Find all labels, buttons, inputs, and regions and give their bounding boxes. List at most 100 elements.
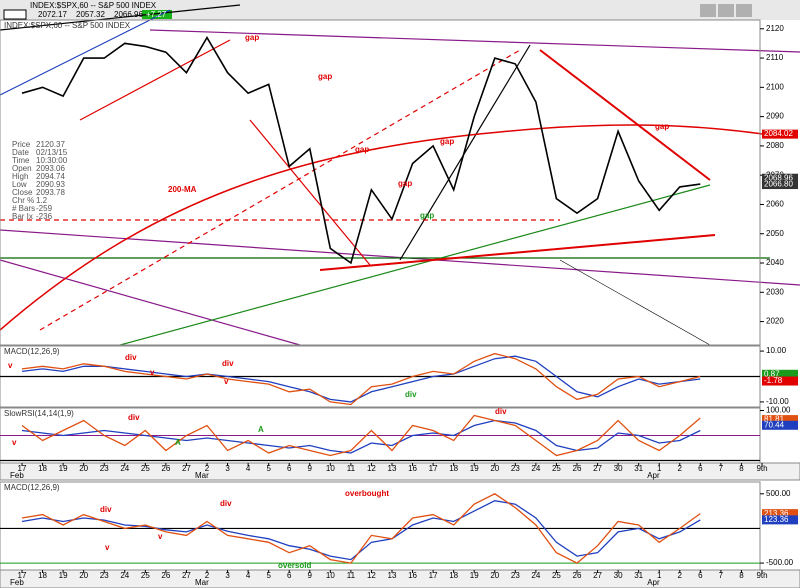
info-label: High (12, 172, 28, 181)
x-tick-label: 18 (38, 571, 47, 580)
x-tick-label: 9 (308, 464, 313, 473)
x-tick-label: 3 (225, 571, 230, 580)
quote-value: 2066.96 (114, 10, 143, 19)
x-tick-label: 6 (698, 571, 703, 580)
info-label: Low (12, 180, 27, 189)
x-tick-label: 11 (347, 464, 356, 473)
moving-average-200 (0, 124, 771, 331)
x-tick-label: 23 (100, 571, 109, 580)
x-tick-label: 18 (449, 571, 458, 580)
button[interactable] (718, 4, 734, 17)
annotation: overbought (345, 489, 389, 498)
x-tick-label: 27 (182, 571, 191, 580)
series-line (21, 36, 701, 265)
x-axis-strip (0, 569, 800, 588)
trend-line (0, 9, 171, 96)
x-tick-label: 18 (449, 464, 458, 473)
annotation: gap (655, 122, 669, 131)
info-label: Bar Ix (12, 212, 33, 221)
button[interactable] (700, 4, 716, 17)
trend-line (149, 29, 800, 53)
month-label: Mar (195, 471, 209, 480)
x-axis-strip (0, 462, 800, 481)
x-tick-label: 5 (266, 571, 271, 580)
price-marker (762, 376, 798, 386)
annotation: 200-MA (168, 185, 197, 194)
x-tick-label: 5 (266, 464, 271, 473)
x-tick-label: 4 (246, 464, 251, 473)
annotation: div (128, 413, 140, 422)
header-bar (0, 0, 800, 20)
series-line (21, 493, 701, 564)
x-tick-label: 2 (205, 571, 210, 580)
price-marker (762, 173, 798, 183)
annotation: v (105, 543, 110, 552)
price-marker (762, 180, 798, 190)
x-tick-label: 19 (470, 571, 479, 580)
trend-lines (0, 4, 800, 346)
y-tick-label: 2030 (766, 287, 784, 296)
info-value: 2090.93 (36, 180, 65, 189)
x-tick-label: 18 (38, 464, 47, 473)
x-tick-label: 16 (408, 464, 417, 473)
trend-line (319, 234, 716, 271)
x-tick-label: 24 (120, 464, 129, 473)
annotation: div (125, 353, 137, 362)
info-value: 2120.37 (36, 140, 65, 149)
price-marker-label: 2084.02 (764, 129, 793, 138)
x-tick-label: 23 (511, 464, 520, 473)
x-tick-label: 17 (18, 464, 27, 473)
y-tick-label: 100.00 (766, 406, 791, 415)
x-tick-label: 11 (347, 571, 356, 580)
info-value: -236 (36, 212, 53, 221)
price-marker-label: 213.36 (764, 509, 789, 518)
info-label: Date (12, 148, 29, 157)
x-tick-label: 23 (511, 571, 520, 580)
x-tick-label: 6 (287, 464, 292, 473)
x-tick-label: 9th (756, 571, 767, 580)
x-tick-label: 26 (161, 464, 170, 473)
y-tick-label: 2100 (766, 82, 784, 91)
x-tick-label: 9th (756, 464, 767, 473)
price-marker (762, 509, 798, 519)
window-buttons (700, 4, 752, 17)
x-tick-label: 31 (634, 464, 643, 473)
series-line (21, 355, 701, 403)
x-tick-label: 12 (367, 571, 376, 580)
annotation: A (258, 425, 264, 434)
price-marker-label: 0.87 (764, 369, 780, 378)
x-tick-label: 6 (287, 571, 292, 580)
x-tick-label: 17 (18, 571, 27, 580)
annotation: gap (318, 72, 332, 81)
x-tick-label: 26 (573, 464, 582, 473)
x-tick-label: 8 (739, 464, 744, 473)
annotation: v (12, 438, 17, 447)
price-marker-label: 2068.96 (764, 173, 793, 182)
x-tick-label: 19 (59, 571, 68, 580)
y-tick-label: 2020 (766, 317, 784, 326)
y-tick-label: 10.00 (766, 346, 787, 355)
trend-line (249, 119, 371, 266)
price-marker-label: 123.36 (764, 515, 789, 524)
trend-line (0, 259, 301, 346)
x-tick-label: 23 (100, 464, 109, 473)
x-tick-label: 2 (678, 464, 683, 473)
x-tick-label: 24 (120, 571, 129, 580)
x-tick-label: 31 (634, 571, 643, 580)
y-tick-label: 2080 (766, 141, 784, 150)
price-marker (762, 129, 798, 139)
annotation: oversold (278, 561, 311, 570)
info-value: -259 (36, 204, 53, 213)
annotation: div (222, 359, 234, 368)
price-marker-label: 70.44 (764, 420, 785, 429)
trend-line (0, 4, 241, 31)
info-label: Close (12, 188, 33, 197)
button[interactable] (736, 4, 752, 17)
info-value: 2094.74 (36, 172, 65, 181)
series-line (21, 419, 701, 454)
annotation: gap (355, 145, 369, 154)
x-tick-label: 24 (531, 464, 540, 473)
month-label: Feb (10, 471, 24, 480)
